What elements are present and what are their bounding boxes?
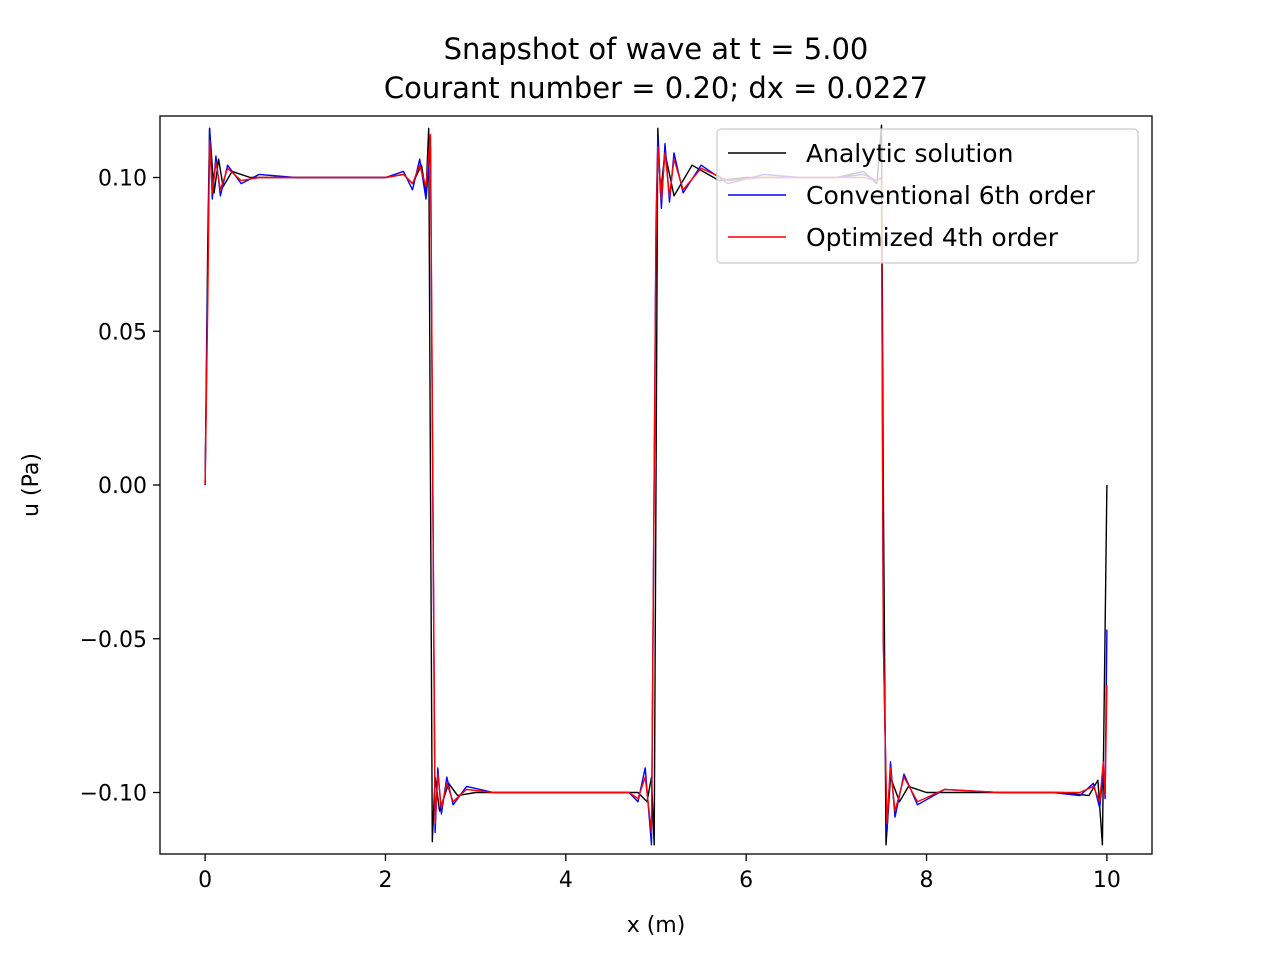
y-tick-label: 0.05: [98, 320, 147, 345]
x-tick-label: 10: [1093, 868, 1121, 893]
x-tick-label: 0: [198, 868, 212, 893]
legend-label-0: Analytic solution: [806, 139, 1013, 168]
x-tick-label: 8: [920, 868, 934, 893]
series-line-2: [204, 133, 1108, 834]
series-layer: [204, 124, 1108, 846]
y-tick-label: −0.05: [80, 628, 147, 653]
x-tick-label: 6: [739, 868, 753, 893]
legend-box: [716, 128, 1139, 264]
chart-title: Snapshot of wave at t = 5.00: [444, 32, 869, 66]
legend-label-2: Optimized 4th order: [806, 223, 1059, 252]
y-axis-label: u (Pa): [19, 453, 44, 517]
legend: Analytic solution Conventional 6th order O…: [716, 128, 1139, 264]
y-axis: 0.10 0.05 0.00 −0.05 −0.10: [80, 167, 160, 807]
x-axis-label: x (m): [627, 913, 686, 938]
y-tick-label: −0.10: [80, 782, 147, 807]
x-tick-label: 2: [378, 868, 392, 893]
x-tick-label: 4: [559, 868, 573, 893]
y-tick-label: 0.10: [98, 167, 147, 192]
x-axis: 0 2 4 6 8 10: [198, 854, 1121, 893]
y-tick-label: 0.00: [98, 474, 147, 499]
chart-subtitle: Courant number = 0.20; dx = 0.0227: [384, 71, 928, 105]
legend-label-1: Conventional 6th order: [806, 181, 1096, 210]
